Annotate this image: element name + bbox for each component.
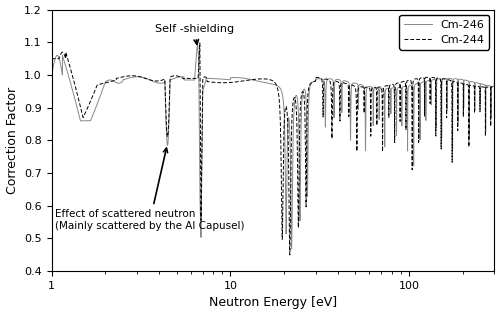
Cm-246 <box>400 85 406 89</box>
Cm-244 <box>310 80 316 83</box>
Line: Cm-244: Cm-244 <box>52 43 494 255</box>
Cm-246 <box>48 73 54 77</box>
Cm-244 <box>71 79 77 83</box>
Cm-244 <box>209 80 215 84</box>
Cm-246 <box>310 80 316 83</box>
Cm-246 <box>330 79 336 83</box>
Y-axis label: Correction Factor: Correction Factor <box>6 87 18 194</box>
X-axis label: Neutron Energy [eV]: Neutron Energy [eV] <box>209 296 337 309</box>
Cm-244 <box>400 80 406 83</box>
Cm-244 <box>48 57 54 60</box>
Line: Cm-246: Cm-246 <box>52 41 494 249</box>
Cm-246 <box>194 39 200 43</box>
Text: Effect of scattered neutron
(Mainly scattered by the Al Capusel): Effect of scattered neutron (Mainly scat… <box>56 148 245 231</box>
Cm-244 <box>330 84 336 88</box>
Cm-246 <box>209 77 215 80</box>
Cm-246 <box>377 87 383 91</box>
Cm-244 <box>197 41 203 45</box>
Cm-244 <box>492 78 498 82</box>
Cm-244 <box>287 253 293 257</box>
Legend: Cm-246, Cm-244: Cm-246, Cm-244 <box>400 15 489 49</box>
Text: Self -shielding: Self -shielding <box>155 25 234 44</box>
Cm-246 <box>288 247 294 251</box>
Cm-244 <box>377 85 383 89</box>
Cm-246 <box>71 93 77 97</box>
Cm-246 <box>492 78 498 82</box>
